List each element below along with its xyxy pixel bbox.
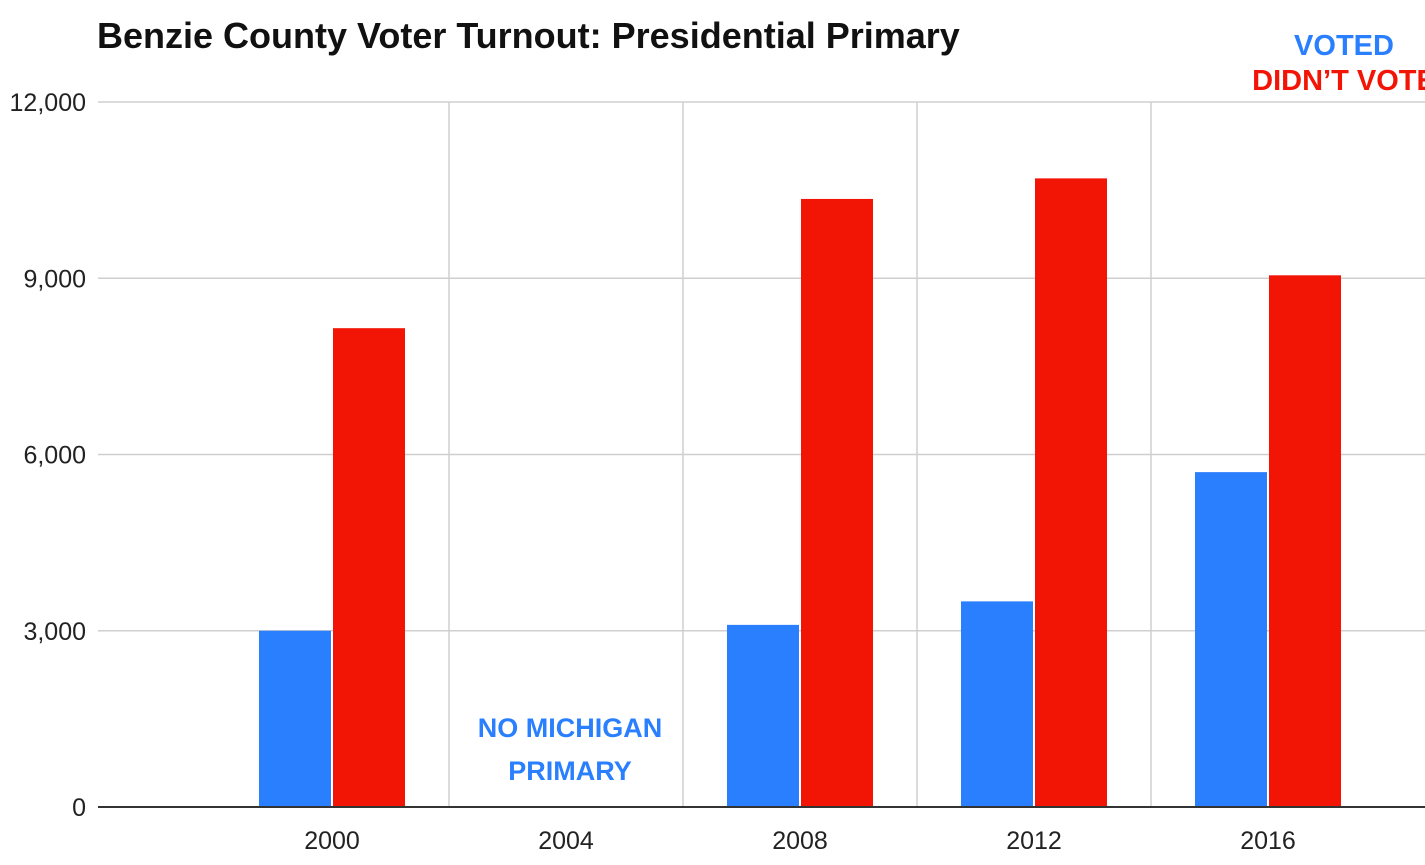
legend-voted: VOTED — [1294, 30, 1394, 62]
x-tick-label: 2004 — [538, 827, 594, 855]
x-axis-ticks: 2000 2004 2008 2012 2016 — [304, 827, 1296, 855]
x-tick-label: 2000 — [304, 827, 360, 855]
y-tick-label: 12,000 — [10, 89, 86, 117]
annotation-line-2: PRIMARY — [508, 756, 632, 786]
x-tick-label: 2008 — [772, 827, 828, 855]
bar-didnt-vote-2000 — [333, 328, 405, 807]
bar-voted-2008 — [727, 624, 799, 807]
annotation-line-1: NO MICHIGAN — [478, 713, 663, 743]
x-tick-label: 2016 — [1240, 827, 1296, 855]
bar-voted-2000 — [259, 630, 331, 807]
bar-didnt-vote-2008 — [801, 198, 873, 807]
y-axis-ticks: 0 3,000 6,000 9,000 12,000 — [10, 89, 86, 822]
bar-voted-2016 — [1195, 472, 1267, 807]
bar-voted-2012 — [961, 601, 1033, 807]
bar-didnt-vote-2012 — [1035, 178, 1107, 807]
bar-didnt-vote-2016 — [1269, 275, 1341, 807]
bars — [259, 178, 1341, 807]
y-tick-label: 6,000 — [23, 442, 86, 470]
x-tick-label: 2012 — [1006, 827, 1062, 855]
y-tick-label: 9,000 — [23, 265, 86, 293]
y-tick-label: 0 — [72, 794, 86, 822]
chart-title: Benzie County Voter Turnout: Presidentia… — [97, 15, 960, 56]
legend-didnt-vote: DIDN’T VOTE — [1252, 65, 1425, 97]
y-tick-label: 3,000 — [23, 618, 86, 646]
